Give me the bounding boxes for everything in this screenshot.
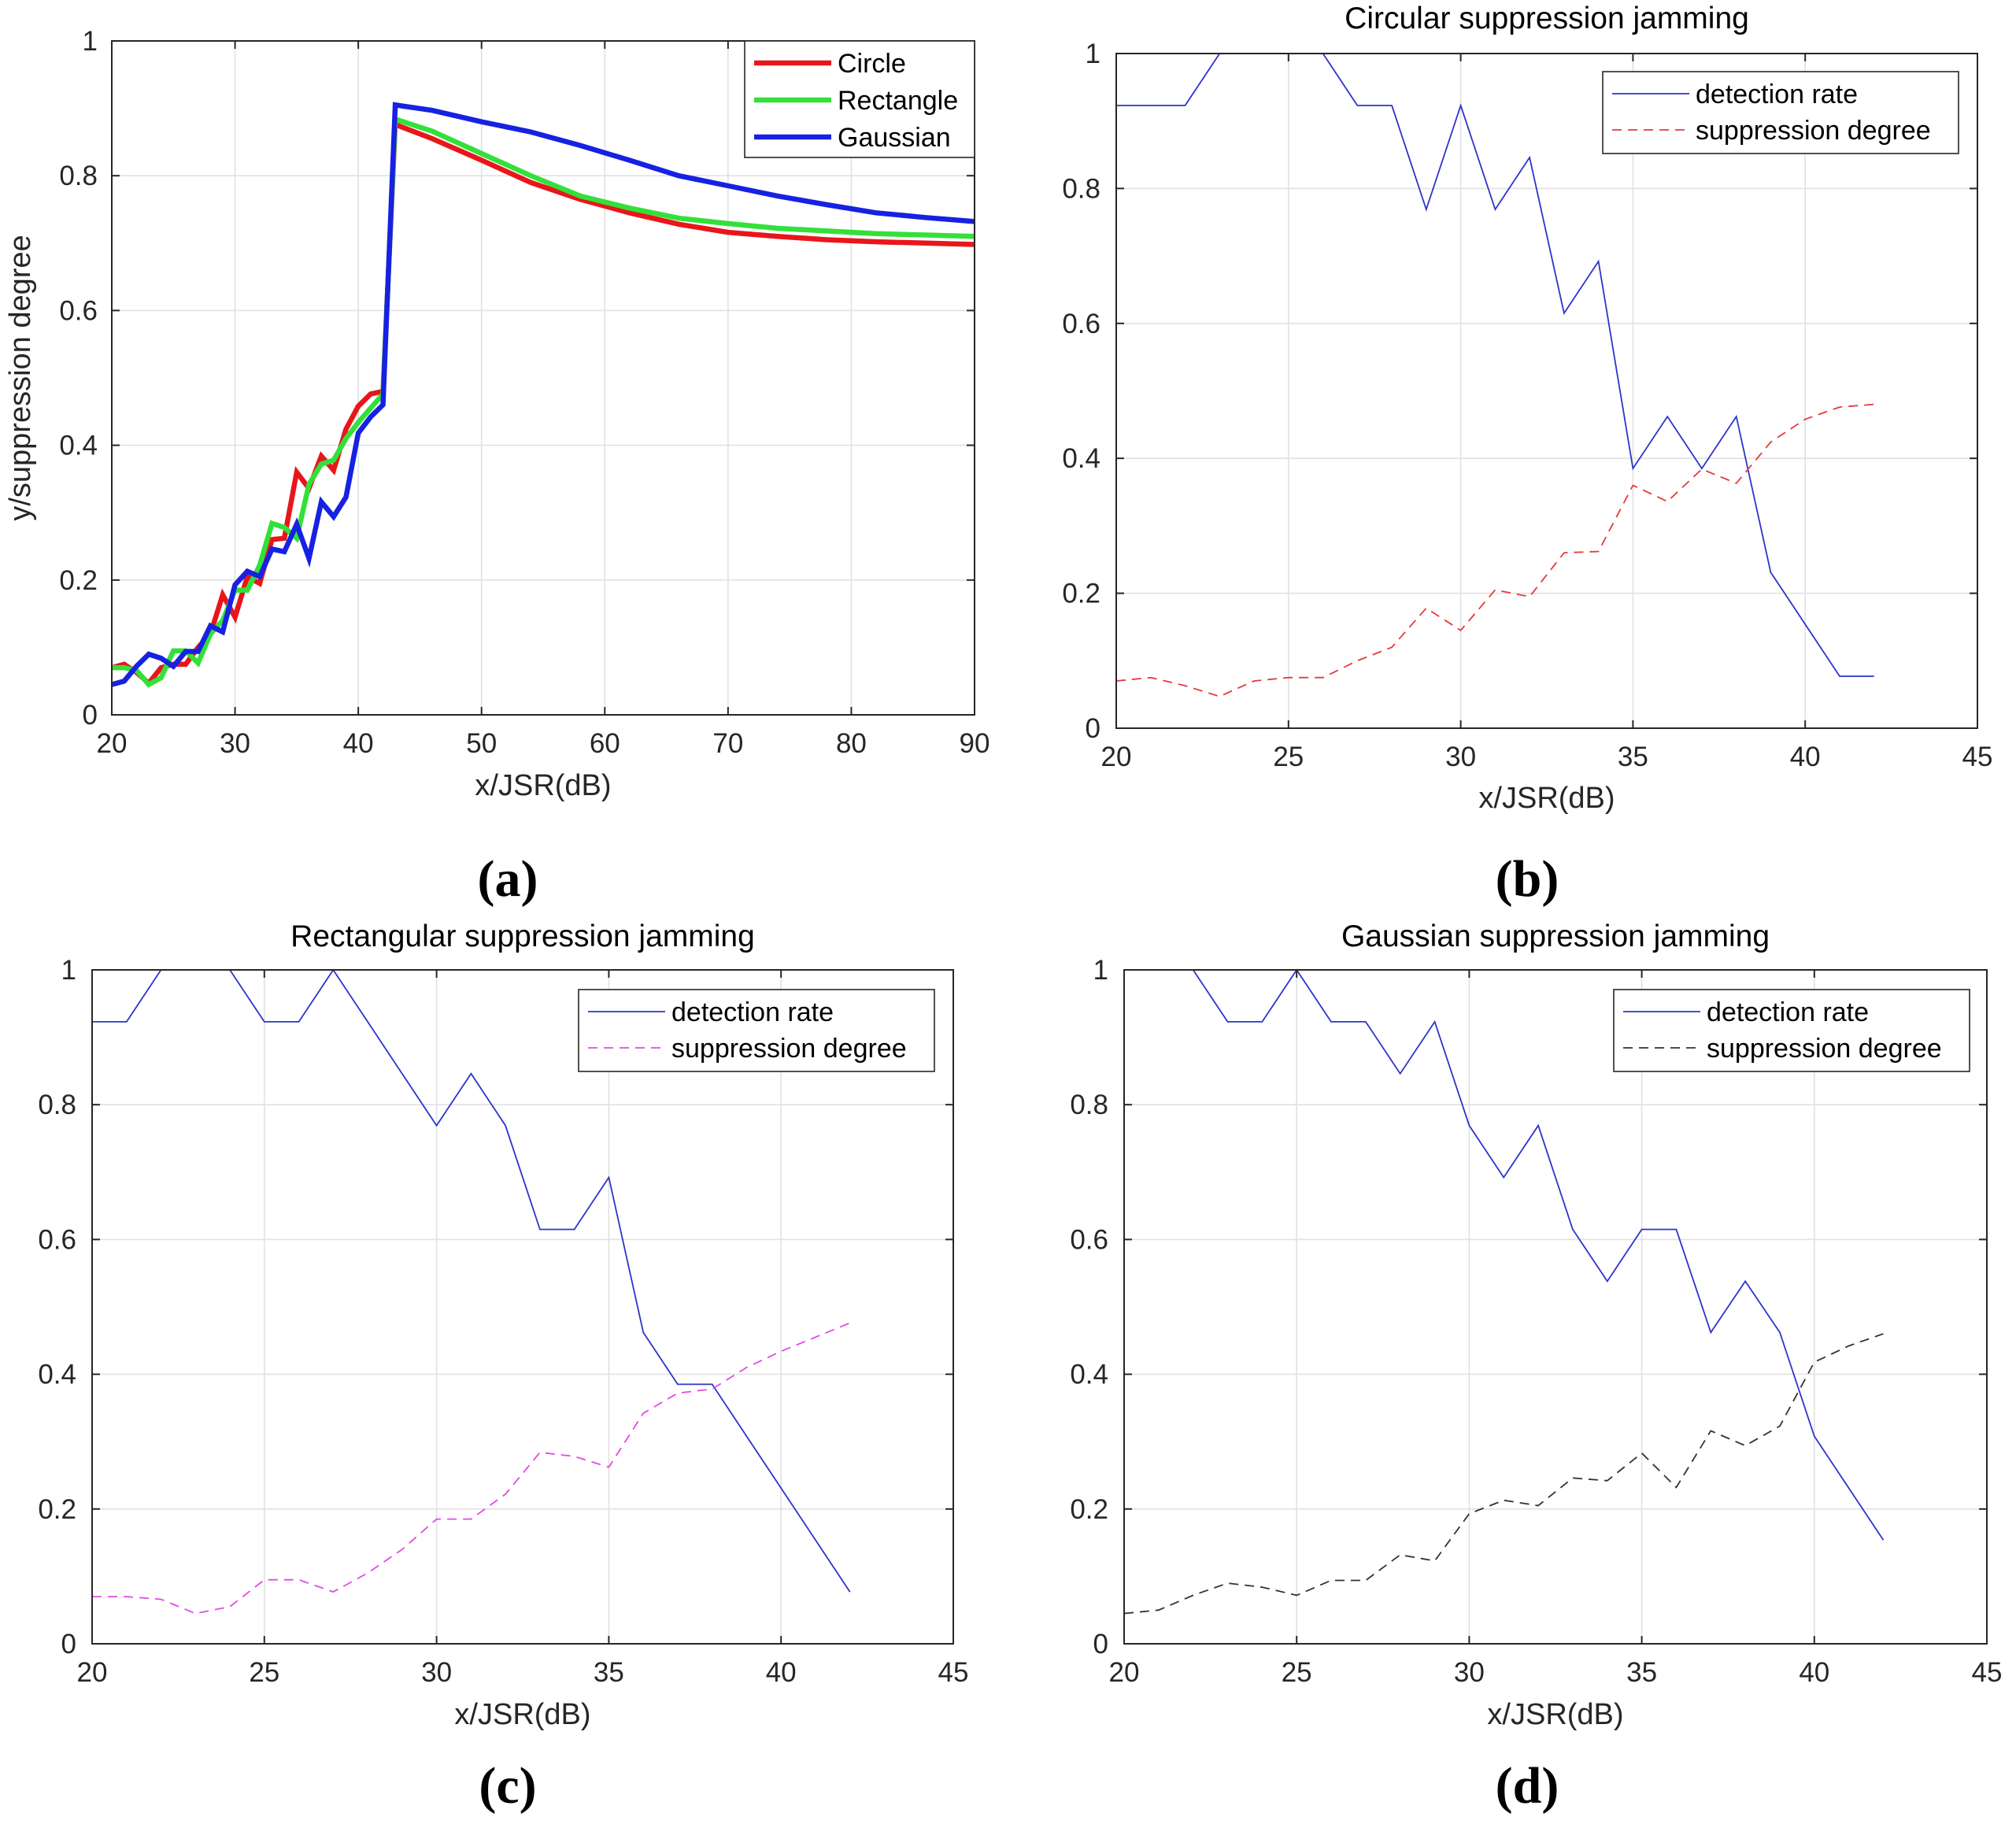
x-tick-label: 30: [220, 728, 250, 759]
axes-frame: [91, 969, 954, 1645]
x-tick-label: 35: [1626, 1657, 1657, 1688]
legend-label: suppression degree: [671, 1034, 907, 1064]
x-tick-label: 50: [466, 728, 497, 759]
panel-label: (c): [479, 1757, 536, 1815]
x-tick-label: 30: [421, 1657, 452, 1688]
x-tick-label: 25: [1282, 1657, 1312, 1688]
series-line-suppression-degree: [1115, 403, 1874, 698]
axes-frame: [111, 40, 975, 716]
legend-label: Rectangle: [838, 86, 958, 116]
x-axis-label: x/JSR(dB): [475, 769, 611, 802]
x-tick-label: 25: [1273, 742, 1304, 772]
chart-title: Rectangular suppression jamming: [290, 920, 755, 953]
y-tick-label: 1: [61, 955, 76, 986]
x-tick-label: 40: [766, 1657, 797, 1688]
plot-area: [1116, 54, 1977, 728]
y-tick-label: 0.6: [1070, 1224, 1108, 1255]
x-tick-label: 35: [594, 1657, 624, 1688]
x-tick-label: 70: [712, 728, 743, 759]
legend: detection rate suppression degree: [578, 989, 935, 1072]
axes-frame: [1115, 53, 1978, 729]
legend-box: [578, 989, 935, 1072]
y-tick-label: 0.2: [1070, 1494, 1108, 1525]
y-tick-label: 0.8: [1070, 1090, 1108, 1120]
legend: Circle Rectangle Gaussian: [744, 40, 975, 158]
x-tick-label: 35: [1618, 742, 1648, 772]
plot-area: [1124, 970, 1987, 1644]
panel-d-plot: 20 25 30 35 40 45 0 0.2 0.4 0.6 0.8 1 x/JSR(dB) Gauss…: [1070, 920, 2002, 1815]
y-tick-label: 0.4: [1070, 1360, 1108, 1390]
x-tick-label: 45: [938, 1657, 969, 1688]
x-tick-label: 30: [1454, 1657, 1485, 1688]
x-tick-label: 80: [836, 728, 867, 759]
x-tick-label: 30: [1445, 742, 1476, 772]
y-tick-label: 1: [1086, 39, 1100, 69]
legend-label: detection rate: [671, 997, 834, 1027]
x-tick-label: 40: [1799, 1657, 1829, 1688]
y-tick-label: 0.4: [1062, 443, 1100, 474]
panel-label: (a): [478, 850, 538, 908]
y-tick-label: 0: [1093, 1629, 1108, 1660]
x-tick-label: 20: [77, 1657, 108, 1688]
panel-c-plot: 20 25 30 35 40 45 0 0.2 0.4 0.6 0.8 1 x/JSR(dB) Recta…: [38, 920, 968, 1815]
legend-label: detection rate: [1696, 80, 1858, 109]
legend-label: Gaussian: [838, 123, 951, 153]
x-tick-label: 20: [97, 728, 128, 759]
legend-label: Circle: [838, 49, 906, 79]
legend-box: [1602, 71, 1959, 154]
y-tick-label: 0: [83, 700, 98, 731]
x-tick-label: 20: [1109, 1657, 1140, 1688]
x-tick-label: 45: [1972, 1657, 2003, 1688]
y-tick-label: 1: [83, 26, 98, 57]
x-tick-label: 20: [1101, 742, 1132, 772]
y-tick-label: 0.4: [59, 431, 98, 461]
y-tick-label: 0.2: [59, 565, 98, 596]
y-tick-label: 0.8: [1062, 173, 1100, 204]
legend-label: suppression degree: [1707, 1034, 1942, 1064]
panel-b-plot: 20 25 30 35 40 45 0 0.2 0.4 0.6 0.8 1 x/JSR(dB) Circu…: [1062, 2, 1992, 908]
panel-label: (b): [1496, 850, 1559, 908]
y-tick-label: 0.4: [38, 1360, 76, 1390]
series-line-gaussian: [111, 102, 975, 687]
series-line-suppression-degree: [1123, 1333, 1884, 1615]
y-tick-label: 0.2: [38, 1494, 76, 1525]
legend: detection rate suppression degree: [1602, 71, 1959, 154]
x-axis-label: x/JSR(dB): [1478, 782, 1615, 815]
series-line-suppression-degree: [92, 1322, 851, 1615]
x-tick-label: 45: [1962, 742, 1993, 772]
x-tick-label: 40: [1790, 742, 1821, 772]
y-tick-label: 0: [61, 1629, 76, 1660]
legend-box: [1613, 989, 1970, 1072]
legend-label: detection rate: [1707, 997, 1869, 1027]
axes-frame: [1123, 969, 1988, 1645]
y-tick-label: 0.6: [1062, 309, 1100, 339]
x-tick-label: 40: [343, 728, 374, 759]
x-tick-label: 60: [590, 728, 620, 759]
y-tick-label: 0.6: [59, 295, 98, 326]
y-tick-label: 0.8: [38, 1090, 76, 1120]
x-axis-label: x/JSR(dB): [454, 1698, 590, 1731]
y-tick-label: 0.6: [38, 1224, 76, 1255]
y-tick-label: 0.8: [59, 161, 98, 191]
x-tick-label: 25: [249, 1657, 279, 1688]
panel-label: (d): [1496, 1757, 1559, 1815]
y-tick-label: 0.2: [1062, 579, 1100, 609]
x-axis-label: x/JSR(dB): [1487, 1698, 1623, 1731]
x-tick-label: 90: [960, 728, 990, 759]
chart-title: Circular suppression jamming: [1345, 2, 1749, 35]
chart-title: Gaussian suppression jamming: [1341, 920, 1770, 953]
panel-a-plot: 20 30 40 50 60 70 80 90 0 0.2 0.4 0.6 0.8 1 x/JSR(dB) y…: [4, 26, 990, 908]
y-axis-label: y/suppression degree: [4, 235, 37, 520]
y-tick-label: 1: [1093, 955, 1108, 986]
y-tick-label: 0: [1086, 713, 1100, 744]
legend-label: suppression degree: [1696, 116, 1931, 146]
series-line-detection-rate: [1124, 968, 1885, 1541]
legend: detection rate suppression degree: [1613, 989, 1970, 1072]
